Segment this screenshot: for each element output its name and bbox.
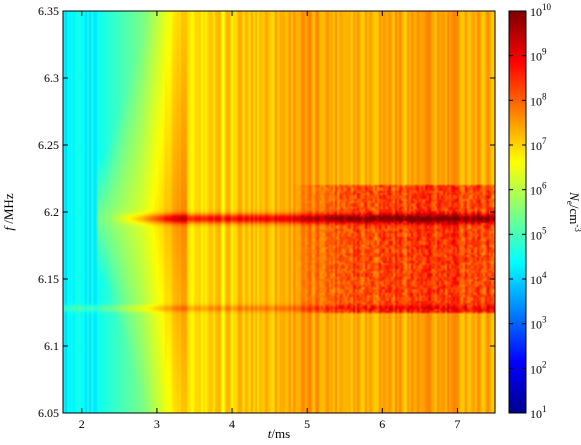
colorbar-gradient [509,11,526,413]
colorbar-tick-exponent: 10 [542,2,552,12]
colorbar-frame [508,10,527,414]
colorbar-tick-exponent: 9 [542,47,547,57]
colorbar-label-exponent: -3 [573,224,581,232]
x-tick-label: 6 [379,417,385,431]
colorbar-tick-label: 106 [530,181,547,198]
colorbar-label: Ne/cm-3 [565,191,581,232]
colorbar-tick-base: 10 [530,318,542,332]
density-heatmap [63,11,495,413]
colorbar-tick-label: 104 [530,270,547,287]
x-tick-label: 2 [79,417,85,431]
colorbar-tick-exponent: 4 [542,270,547,280]
y-axis-label-unit: /MHz [1,193,16,227]
colorbar-tick-label: 105 [530,225,547,242]
y-axis: 6.05 6.1 6.15 6.2 6.25 6.3 6.35 [38,4,495,420]
colorbar-tick-exponent: 7 [542,136,547,146]
colorbar-tick-label: 103 [530,315,547,332]
y-tick-label: 6.15 [38,272,59,286]
colorbar-tick-label: 109 [530,47,547,64]
colorbar-tick-exponent: 5 [542,225,547,235]
colorbar-tick-base: 10 [530,139,542,153]
colorbar-tick-base: 10 [530,50,542,64]
heatmap-plot-area [62,10,496,414]
colorbar-tick-label: 108 [530,91,547,108]
colorbar-tick-exponent: 2 [542,359,547,369]
x-axis-label-unit: /ms [271,426,290,441]
colorbar-tick-exponent: 8 [542,91,547,101]
y-tick-label: 6.05 [38,406,59,420]
colorbar-tick-label: 1010 [530,2,552,19]
y-tick-label: 6.1 [44,339,59,353]
x-tick-label: 3 [154,417,160,431]
y-axis-label: f /MHz [1,193,16,230]
y-axis-label-symbol: f [1,225,16,231]
colorbar-tick-exponent: 3 [542,315,547,325]
x-axis-label: t/ms [268,426,290,441]
x-tick-label: 7 [454,417,460,431]
colorbar-tick-label: 102 [530,359,547,376]
colorbar-tick-base: 10 [530,94,542,108]
colorbar-label-symbol: N [567,191,581,202]
y-tick-label: 6.25 [38,138,59,152]
x-axis-label-symbol: t [268,426,272,441]
colorbar-tick-exponent: 1 [542,404,547,414]
colorbar-tick-label: 101 [530,404,547,421]
colorbar-tick-base: 10 [530,5,542,19]
y-tick-label: 6.35 [38,4,59,18]
y-tick-label: 6.2 [44,205,59,219]
x-tick-label: 5 [304,417,310,431]
colorbar-tick-base: 10 [530,362,542,376]
colorbar-label-subscript: e [565,201,575,205]
x-tick-label: 4 [229,417,235,431]
colorbar-tick-base: 10 [530,407,542,421]
colorbar-tick-base: 10 [530,228,542,242]
colorbar-tick-base: 10 [530,273,542,287]
colorbar-tick-exponent: 6 [542,181,547,191]
x-axis: 2 3 4 5 6 7 [79,11,460,431]
y-tick-label: 6.3 [44,71,59,85]
colorbar-label-unit: /cm [567,205,581,225]
colorbar-tick-label: 107 [530,136,547,153]
colorbar-tick-base: 10 [530,184,542,198]
